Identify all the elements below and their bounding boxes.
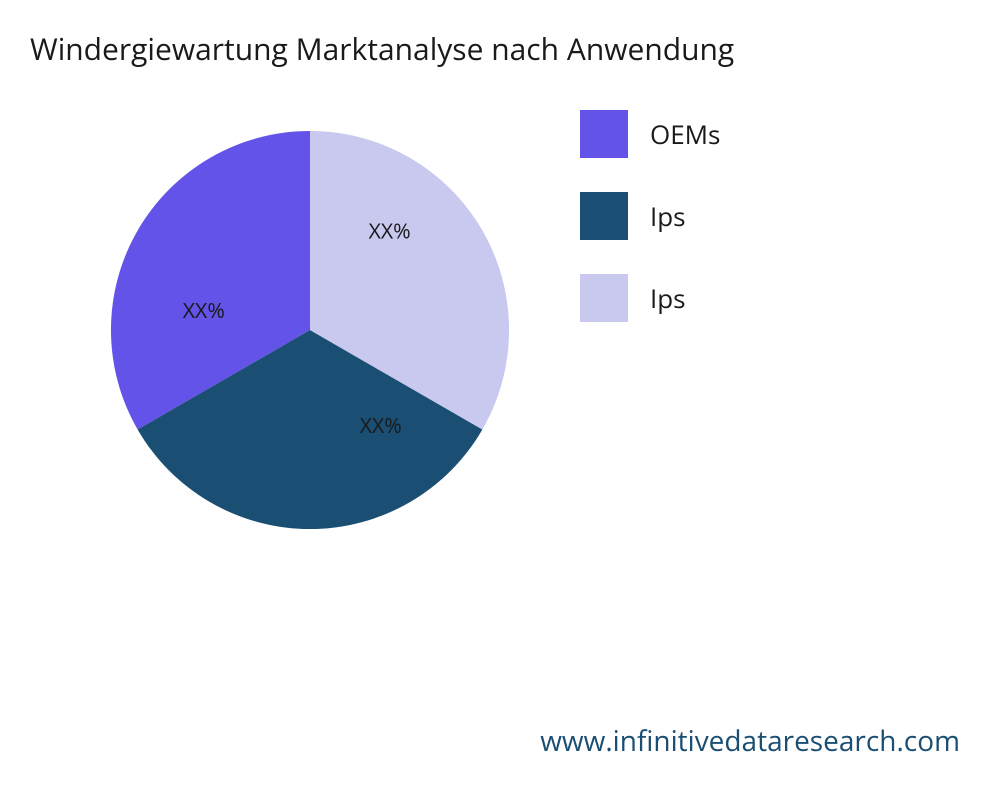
pie-svg: XX% XX% XX% [80, 100, 540, 560]
chart-title: Windergiewartung Marktanalyse nach Anwen… [30, 28, 734, 69]
legend-label-1: Ips [650, 198, 686, 234]
legend-item-0: OEMs [580, 110, 720, 158]
pie-slice-label-2: XX% [369, 216, 411, 245]
legend-item-2: Ips [580, 274, 720, 322]
pie-slice-label-1: XX% [183, 296, 225, 325]
legend-label-2: Ips [650, 280, 686, 316]
pie-slice-label-0: XX% [360, 411, 402, 440]
legend: OEMs Ips Ips [580, 110, 720, 322]
legend-swatch-1 [580, 192, 628, 240]
legend-label-0: OEMs [650, 116, 720, 152]
pie-chart: XX% XX% XX% [80, 100, 540, 560]
footer-url: www.infinitivedataresearch.com [540, 722, 960, 760]
legend-swatch-2 [580, 274, 628, 322]
legend-item-1: Ips [580, 192, 720, 240]
legend-swatch-0 [580, 110, 628, 158]
